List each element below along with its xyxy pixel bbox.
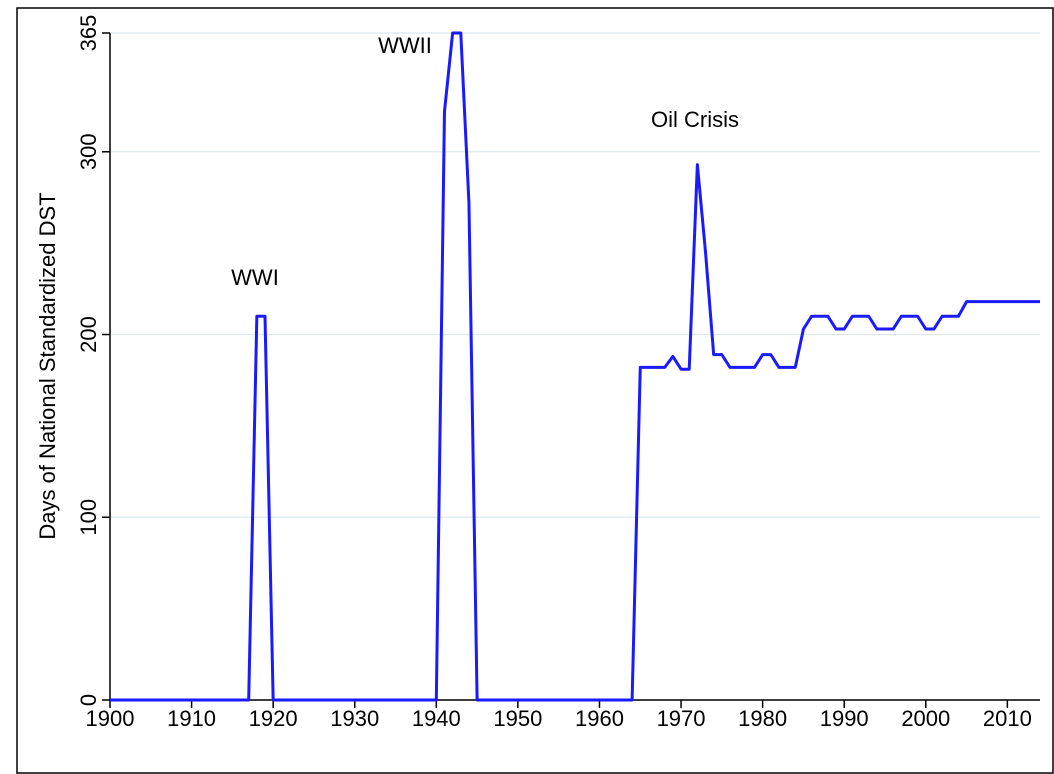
y-tick-label: 200: [76, 316, 101, 353]
x-tick-label: 1900: [86, 706, 135, 731]
x-tick-label: 1950: [493, 706, 542, 731]
x-tick-label: 1940: [412, 706, 461, 731]
annotation: WWI: [231, 265, 279, 290]
y-tick-label: 365: [76, 15, 101, 52]
x-tick-label: 1920: [249, 706, 298, 731]
x-tick-label: 2000: [901, 706, 950, 731]
x-tick-label: 1990: [820, 706, 869, 731]
y-tick-label: 300: [76, 133, 101, 170]
annotation: Oil Crisis: [651, 107, 739, 132]
y-axis-label: Days of National Standardized DST: [35, 192, 60, 539]
data-line: [110, 31, 1040, 702]
annotation: WWII: [378, 33, 432, 58]
x-tick-label: 1930: [330, 706, 379, 731]
x-tick-label: 2010: [983, 706, 1032, 731]
x-tick-label: 1980: [738, 706, 787, 731]
x-tick-label: 1960: [575, 706, 624, 731]
y-tick-label: 100: [76, 499, 101, 536]
frame: [16, 7, 1054, 774]
x-tick-label: 1910: [167, 706, 216, 731]
y-tick-label: 0: [76, 694, 101, 706]
x-tick-label: 1970: [657, 706, 706, 731]
